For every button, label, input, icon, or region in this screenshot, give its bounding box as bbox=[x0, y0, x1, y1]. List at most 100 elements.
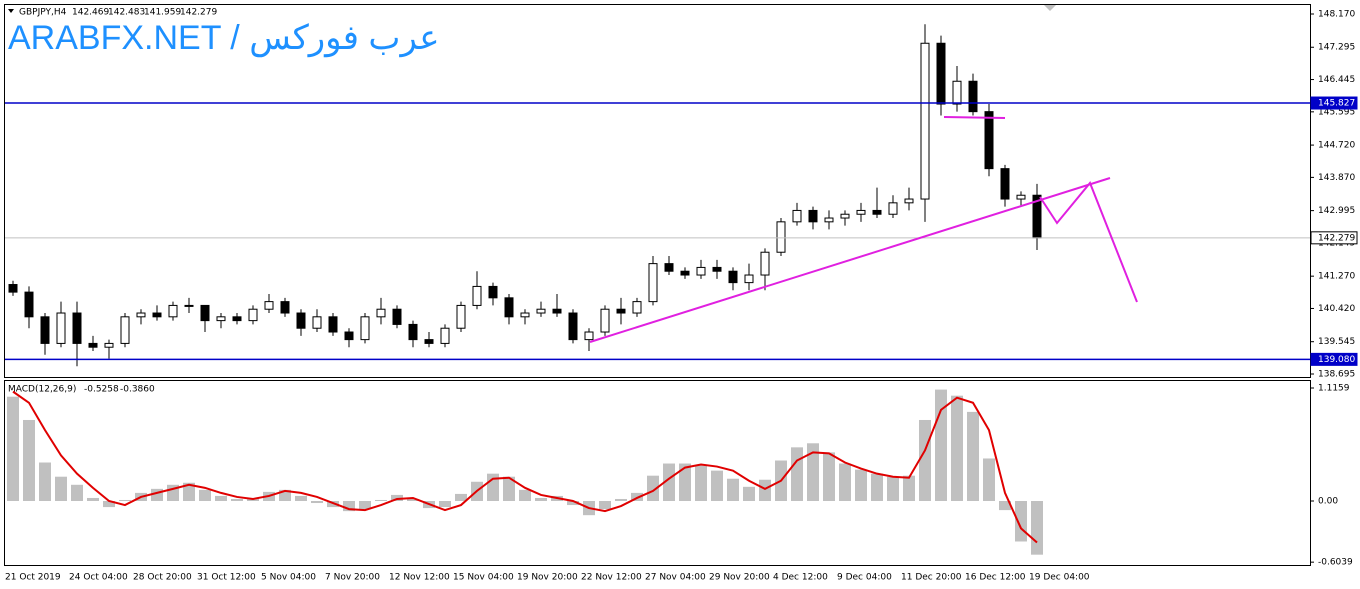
candle-body bbox=[968, 80, 978, 113]
candle-body bbox=[472, 285, 482, 306]
histogram-bar bbox=[871, 473, 883, 501]
candle-body bbox=[984, 111, 994, 170]
x-tick-label: 9 Dec 04:00 bbox=[837, 573, 892, 583]
neckline bbox=[943, 116, 1006, 119]
candle-body bbox=[1016, 194, 1026, 200]
x-tick-label: 31 Oct 12:00 bbox=[197, 573, 256, 583]
candle-body bbox=[936, 42, 946, 105]
x-tick-label: 24 Oct 04:00 bbox=[69, 573, 128, 583]
price-panel bbox=[4, 4, 1311, 378]
candle-body bbox=[72, 312, 82, 344]
candle-body bbox=[920, 42, 930, 200]
histogram-bar bbox=[711, 470, 723, 501]
x-tick-label: 19 Dec 04:00 bbox=[1029, 573, 1090, 583]
histogram-bar bbox=[647, 475, 659, 501]
candle-body bbox=[200, 304, 210, 322]
x-tick-label: 7 Nov 20:00 bbox=[325, 573, 380, 583]
histogram-bar bbox=[567, 501, 579, 506]
candle-body bbox=[392, 308, 402, 325]
candle-body bbox=[792, 209, 802, 223]
histogram-bar bbox=[663, 463, 675, 501]
y-tick-label: 143.870 bbox=[1318, 173, 1355, 183]
candle-body bbox=[904, 198, 914, 204]
y-tick-label: 141.270 bbox=[1318, 272, 1355, 282]
ohlc-value: 141.959 bbox=[144, 8, 181, 18]
candle-body bbox=[184, 304, 194, 307]
candle-body bbox=[504, 297, 514, 318]
x-tick-label: 15 Nov 04:00 bbox=[453, 573, 514, 583]
candle-body bbox=[600, 308, 610, 333]
histogram-bar bbox=[375, 499, 387, 501]
candle-body bbox=[488, 285, 498, 299]
histogram-bar bbox=[615, 498, 627, 501]
ohlc-value: 142.469 bbox=[72, 8, 109, 18]
candle-body bbox=[120, 316, 130, 344]
candle-body bbox=[424, 339, 434, 344]
x-tick-label: 11 Dec 20:00 bbox=[901, 573, 962, 583]
candle-body bbox=[296, 312, 306, 329]
x-tick-label: 4 Dec 12:00 bbox=[773, 573, 828, 583]
candle-body bbox=[616, 308, 626, 314]
candle-body bbox=[536, 308, 546, 314]
level-label: 139.080 bbox=[1318, 355, 1355, 365]
candle-body bbox=[8, 284, 18, 293]
histogram-bar bbox=[807, 443, 819, 501]
level-label: 142.279 bbox=[1318, 233, 1355, 243]
candle-body bbox=[152, 312, 162, 318]
histogram-bar bbox=[23, 419, 35, 501]
histogram-bar bbox=[503, 476, 515, 501]
histogram-bar bbox=[855, 469, 867, 501]
candle-body bbox=[648, 263, 658, 303]
x-tick-label: 28 Oct 20:00 bbox=[133, 573, 192, 583]
histogram-bar bbox=[359, 501, 371, 510]
candle-body bbox=[264, 301, 274, 310]
histogram-bar bbox=[7, 396, 19, 501]
histogram-bar bbox=[55, 476, 67, 501]
x-tick-label: 19 Nov 20:00 bbox=[517, 573, 578, 583]
histogram-bar bbox=[1031, 501, 1043, 555]
histogram-bar bbox=[295, 495, 307, 501]
candle-body bbox=[696, 266, 706, 276]
candle-body bbox=[840, 213, 850, 219]
candle-body bbox=[440, 327, 450, 344]
histogram-bar bbox=[903, 475, 915, 501]
menu-arrow bbox=[8, 9, 14, 13]
level-label: 145.827 bbox=[1318, 99, 1355, 109]
x-tick-label: 5 Nov 04:00 bbox=[261, 573, 316, 583]
histogram-bar bbox=[119, 499, 131, 501]
candle-body bbox=[456, 304, 466, 329]
candle-body bbox=[216, 316, 226, 322]
histogram-bar bbox=[679, 463, 691, 501]
candle-body bbox=[312, 316, 322, 329]
histogram-bar bbox=[103, 501, 115, 508]
candle-body bbox=[568, 312, 578, 341]
histogram-bar bbox=[71, 484, 83, 501]
candle-body bbox=[632, 301, 642, 314]
histogram-bar bbox=[919, 419, 931, 501]
y-tick-label: 139.545 bbox=[1318, 337, 1355, 347]
histogram-bar bbox=[343, 501, 355, 512]
histogram-bar bbox=[839, 463, 851, 501]
histogram-bar bbox=[983, 458, 995, 501]
histogram-bar bbox=[743, 486, 755, 501]
histogram-bar bbox=[183, 482, 195, 501]
shift-marker bbox=[1044, 5, 1056, 11]
plot: 148.170 147.295 146.445 145.595 144.720 143.8… bbox=[5, 10, 1358, 583]
macd-value: -0.3860 bbox=[120, 385, 155, 395]
macd-panel bbox=[4, 380, 1311, 566]
histogram-bar bbox=[231, 498, 243, 501]
signal-line bbox=[12, 390, 1038, 544]
histogram-bar bbox=[887, 476, 899, 501]
y-tick-label: 140.420 bbox=[1318, 304, 1355, 314]
y-tick-label: -0.6039 bbox=[1318, 558, 1353, 568]
y-tick-label: 146.445 bbox=[1318, 75, 1355, 85]
candle-body bbox=[376, 308, 386, 318]
candle-body bbox=[248, 308, 258, 322]
y-tick-label: 142.995 bbox=[1318, 206, 1355, 216]
y-tick-label: 0.00 bbox=[1318, 497, 1338, 507]
candle-body bbox=[360, 316, 370, 341]
candle-body bbox=[344, 331, 354, 341]
